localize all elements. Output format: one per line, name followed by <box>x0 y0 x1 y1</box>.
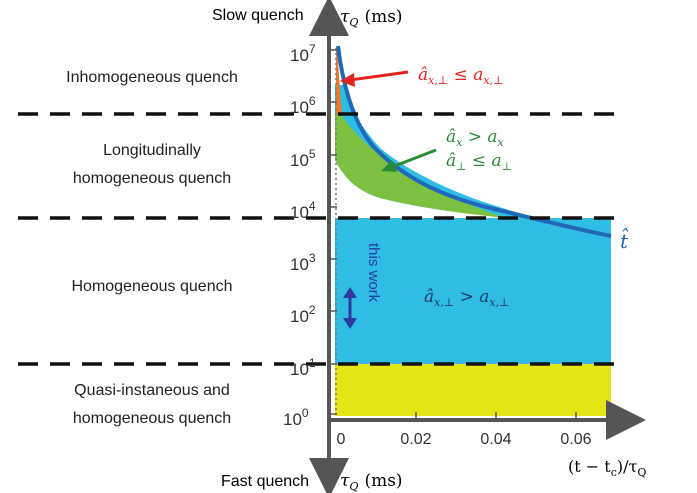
inhomogeneous-region <box>336 48 342 114</box>
x-axis-label: (t − tc)/τQ <box>568 457 646 479</box>
y-tick-1e7: 107 <box>290 42 316 65</box>
quasi-instantaneous-region <box>335 364 611 416</box>
inhomogeneous-condition: âx,⊥ ≤ ax,⊥ <box>418 65 503 87</box>
this-work-label: this work <box>365 243 382 303</box>
green-arrow-head <box>381 160 397 172</box>
homogeneous-condition: âx,⊥ > ax,⊥ <box>424 287 509 309</box>
x-tick-0.04: 0.04 <box>480 431 511 448</box>
regime-homogeneous: Homogeneous quench <box>71 278 232 295</box>
regime-longitudinal-line1: Longitudinally <box>103 142 201 159</box>
y-axis-label-bottom: τQ (ms) <box>340 471 403 493</box>
y-axis-label-top: τQ (ms) <box>340 7 403 29</box>
y-tick-1e5: 105 <box>290 147 316 170</box>
x-tick-0: 0 <box>337 431 346 448</box>
fast-quench-label: Fast quench <box>221 473 309 490</box>
regime-labels: Inhomogeneous quench Longitudinally homo… <box>66 69 238 427</box>
y-tick-1e4: 104 <box>290 199 316 222</box>
red-arrow <box>349 70 409 82</box>
longitudinal-region <box>335 114 505 218</box>
this-work-marker <box>343 287 357 329</box>
red-arrow-head <box>340 73 355 87</box>
longitudinal-condition-2: â⊥ ≤ a⊥ <box>446 151 512 173</box>
y-tick-1e2: 102 <box>290 303 316 326</box>
green-arrow <box>391 148 437 169</box>
y-ticks <box>329 49 337 415</box>
longitudinal-condition-1: âx > ax <box>446 127 505 149</box>
x-tick-labels: 0 0.02 0.04 0.06 <box>337 431 592 448</box>
y-tick-1e3: 103 <box>290 251 316 274</box>
y-tick-1e6: 106 <box>290 94 316 117</box>
homogeneous-region <box>335 218 611 364</box>
y-tick-labels: 100 101 102 103 104 105 106 107 <box>283 42 316 429</box>
y-tick-1e0: 100 <box>283 406 309 429</box>
regime-inhomogeneous: Inhomogeneous quench <box>66 69 238 86</box>
regime-quasi-line2: homogeneous quench <box>73 410 231 427</box>
t-hat-label: t̂ <box>620 227 629 253</box>
x-tick-0.06: 0.06 <box>560 431 591 448</box>
y-tick-1e1: 101 <box>290 356 316 379</box>
slow-quench-label: Slow quench <box>212 7 304 24</box>
regime-quasi-line1: Quasi-instaneous and <box>74 382 230 399</box>
t-hat-curve <box>336 45 612 238</box>
x-ticks <box>415 412 577 420</box>
regime-longitudinal-line2: homogeneous quench <box>73 170 231 187</box>
x-tick-0.02: 0.02 <box>400 431 431 448</box>
